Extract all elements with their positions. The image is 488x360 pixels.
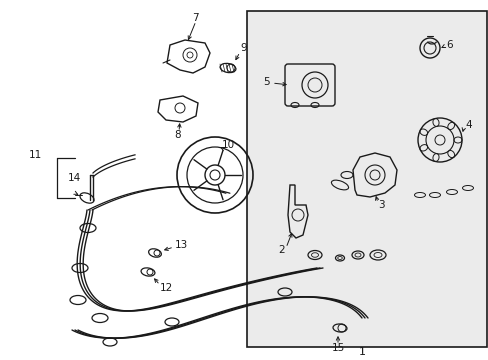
Text: 4: 4 — [464, 120, 470, 130]
Text: 5: 5 — [263, 77, 269, 87]
Text: 2: 2 — [278, 245, 285, 255]
Text: 3: 3 — [377, 200, 384, 210]
Text: 7: 7 — [191, 13, 198, 23]
Bar — [246, 11, 486, 347]
Text: 13: 13 — [175, 240, 188, 250]
Text: 14: 14 — [68, 173, 81, 183]
Text: 6: 6 — [445, 40, 452, 50]
Text: 11: 11 — [29, 150, 42, 160]
Text: 10: 10 — [222, 140, 235, 150]
Text: 1: 1 — [358, 347, 365, 357]
Text: 8: 8 — [174, 130, 181, 140]
Text: 15: 15 — [331, 343, 344, 353]
Text: 9: 9 — [240, 43, 246, 53]
Text: 12: 12 — [160, 283, 173, 293]
